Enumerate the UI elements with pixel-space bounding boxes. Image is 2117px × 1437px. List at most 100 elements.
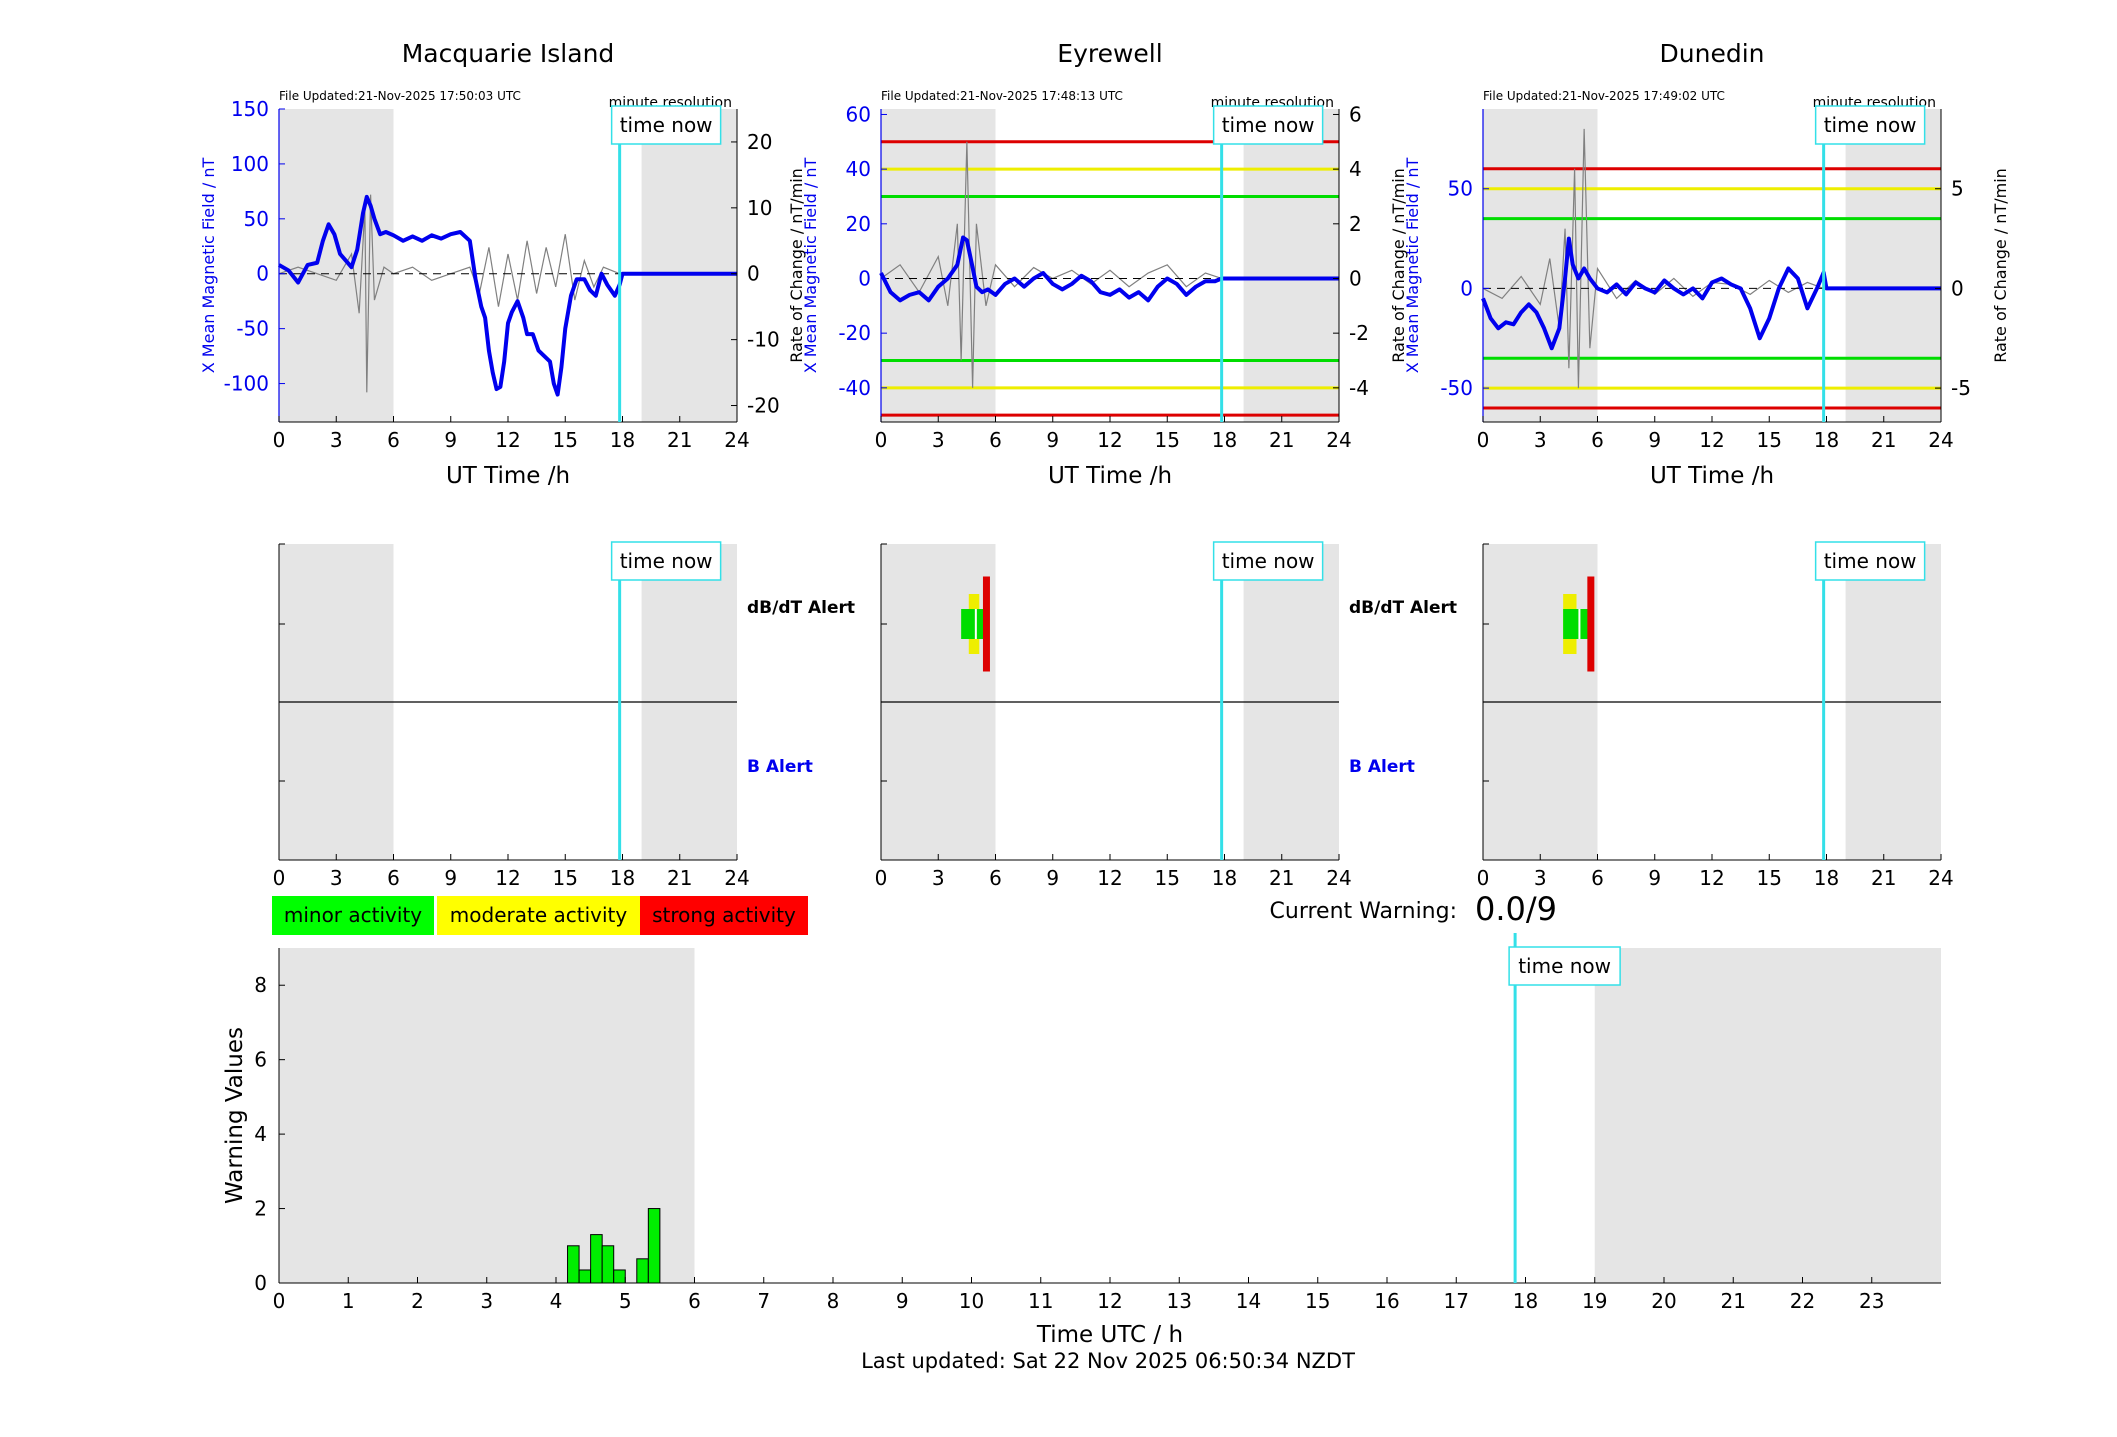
y-right-tick-label: 5 xyxy=(1951,177,1964,201)
x-tick-label: 15 xyxy=(553,866,578,890)
file-updated-label: File Updated:21-Nov-2025 17:49:02 UTC xyxy=(1483,89,1725,103)
b-alert-label: B Alert xyxy=(1349,757,1415,777)
x-tick-label: 8 xyxy=(827,1289,840,1313)
x-tick-label: 4 xyxy=(550,1289,563,1313)
x-tick-label: 7 xyxy=(757,1289,770,1313)
warning-bar xyxy=(601,1245,615,1284)
x-tick-label: 24 xyxy=(724,428,749,452)
x-tick-label: 9 xyxy=(1046,428,1059,452)
x-tick-label: 18 xyxy=(1212,866,1237,890)
panel-dunedin: Dunedin File Updated:21-Nov-2025 17:49:02… xyxy=(1403,39,2010,489)
x-tick-label: 6 xyxy=(387,866,400,890)
x-tick-label: 12 xyxy=(1699,866,1724,890)
b-alert-label: B Alert xyxy=(747,757,813,777)
y-left-tick-label: 150 xyxy=(231,97,269,121)
x-tick-label: 0 xyxy=(875,866,888,890)
x-tick-label: 16 xyxy=(1374,1289,1399,1313)
time-now-label: time now xyxy=(1824,549,1917,573)
x-axis-label: UT Time /h xyxy=(1048,463,1172,489)
file-updated-label: File Updated:21-Nov-2025 17:50:03 UTC xyxy=(279,89,521,103)
y-left-tick-label: 0 xyxy=(256,262,269,286)
x-tick-label: 18 xyxy=(610,866,635,890)
y-left-axis-label: X Mean Magnetic Field / nT xyxy=(1403,158,1422,374)
legend-label-minor: minor activity xyxy=(284,903,422,927)
y-right-axis-label: Rate of Change / nT/min xyxy=(1389,168,1408,363)
y-right-tick-label: 0 xyxy=(1349,266,1362,290)
x-tick-label: 1 xyxy=(342,1289,355,1313)
x-tick-label: 15 xyxy=(1155,428,1180,452)
time-now-box xyxy=(1212,105,1324,145)
x-tick-label: 6 xyxy=(1591,428,1604,452)
x-axis-label: Time UTC / h xyxy=(1036,1322,1183,1348)
warning-bar xyxy=(590,1234,603,1284)
x-tick-label: 18 xyxy=(1513,1289,1538,1313)
x-axis-label: UT Time /h xyxy=(1650,463,1774,489)
x-tick-label: 21 xyxy=(1269,428,1294,452)
y-right-tick-label: -20 xyxy=(747,394,780,418)
x-tick-label: 21 xyxy=(1269,866,1294,890)
x-tick-label: 3 xyxy=(1534,866,1547,890)
panel-eyrewell: Eyrewell File Updated:21-Nov-2025 17:48:1… xyxy=(801,39,1408,489)
y-left-tick-label: 0 xyxy=(1460,276,1473,300)
legend-swatch-moderate xyxy=(437,896,640,935)
y-right-tick-label: 20 xyxy=(747,130,772,154)
alert-panel-macquarie-island: 0 3 6 9 12 15 18 21 24 dB/dT Alert B Alert time now xyxy=(273,541,855,890)
rate-of-change-series xyxy=(880,141,1222,388)
night-shading xyxy=(1243,109,1339,422)
current-warning-value: 0.0/9 xyxy=(1475,890,1557,928)
y-right-tick-label: -5 xyxy=(1951,376,1971,400)
db-dt-alert-label: dB/dT Alert xyxy=(747,598,855,618)
y-right-axis-label: Rate of Change / nT/min xyxy=(787,168,806,363)
x-tick-label: 3 xyxy=(330,428,343,452)
x-tick-label: 15 xyxy=(553,428,578,452)
y-right-axis-label: Rate of Change / nT/min xyxy=(1991,168,2010,363)
y-left-tick-label: -50 xyxy=(1440,376,1473,400)
x-tick-label: 10 xyxy=(959,1289,984,1313)
rate-of-change-series xyxy=(1482,128,1824,389)
y-left-tick-label: -50 xyxy=(236,317,269,341)
panel-title: Macquarie Island xyxy=(402,39,615,68)
night-shading xyxy=(1483,109,1598,422)
x-tick-label: 21 xyxy=(667,866,692,890)
alert-panel-eyrewell: 0 3 6 9 12 15 18 21 24 dB/dT Alert B Alert time now xyxy=(875,541,1457,890)
x-tick-label: 3 xyxy=(932,428,945,452)
night-shading xyxy=(1845,109,1941,422)
y-right-tick-label: -10 xyxy=(747,328,780,352)
x-tick-label: 18 xyxy=(1814,428,1839,452)
activity-legend: minor activity moderate activity strong ac… xyxy=(272,896,808,935)
warning-bar xyxy=(578,1269,592,1284)
y-tick-label: 2 xyxy=(254,1197,267,1221)
x-tick-label: 21 xyxy=(1721,1289,1746,1313)
mean-field-series xyxy=(1481,236,1941,351)
x-tick-label: 0 xyxy=(875,428,888,452)
x-tick-label: 3 xyxy=(480,1289,493,1313)
x-tick-label: 14 xyxy=(1236,1289,1261,1313)
alert-block-strong xyxy=(982,576,990,672)
x-tick-label: 17 xyxy=(1444,1289,1469,1313)
y-right-tick-label: 4 xyxy=(1349,157,1362,181)
legend-label-strong: strong activity xyxy=(652,903,796,927)
x-tick-label: 6 xyxy=(387,428,400,452)
mean-field-series xyxy=(278,194,737,397)
alert-strip-charts: 0 3 6 9 12 15 18 21 24 dB/dT Alert B Alert time now… xyxy=(273,541,1954,890)
x-tick-label: 12 xyxy=(1097,866,1122,890)
y-tick-label: 0 xyxy=(254,1271,267,1295)
x-tick-label: 9 xyxy=(1046,866,1059,890)
y-tick-label: 8 xyxy=(254,973,267,997)
x-tick-label: 12 xyxy=(495,866,520,890)
legend-label-moderate: moderate activity xyxy=(450,903,628,927)
y-left-tick-label: 0 xyxy=(858,266,871,290)
y-left-tick-label: 50 xyxy=(244,207,269,231)
y-left-tick-label: 100 xyxy=(231,152,269,176)
y-left-tick-label: -100 xyxy=(224,372,269,396)
x-tick-label: 12 xyxy=(1097,428,1122,452)
x-tick-label: 3 xyxy=(1534,428,1547,452)
warning-bar xyxy=(636,1258,649,1284)
x-tick-label: 0 xyxy=(273,866,286,890)
x-tick-label: 24 xyxy=(1326,866,1351,890)
y-tick-label: 6 xyxy=(254,1048,267,1072)
x-tick-label: 6 xyxy=(989,866,1002,890)
legend-swatch-strong xyxy=(640,896,808,935)
